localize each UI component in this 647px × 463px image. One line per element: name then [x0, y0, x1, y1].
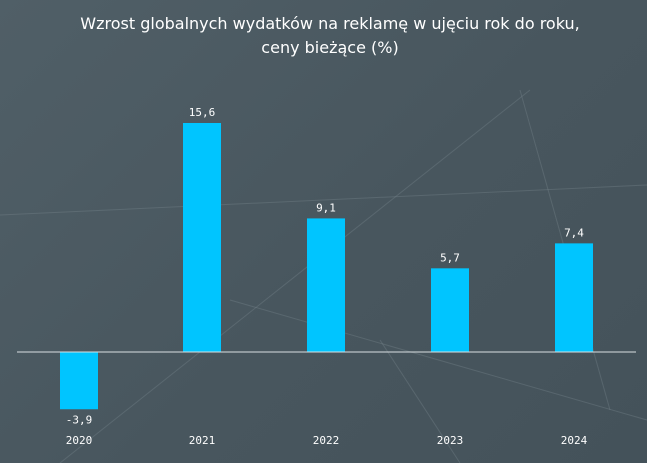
bar-2021	[183, 122, 221, 352]
data-label-2024: 7,4	[564, 226, 584, 239]
bar-2024	[555, 243, 593, 352]
x-tick-label-2020: 2020	[66, 434, 93, 447]
bar-2020	[60, 352, 98, 410]
data-label-2022: 9,1	[316, 201, 336, 214]
bar-2023	[431, 268, 469, 352]
x-tick-label-2024: 2024	[561, 434, 588, 447]
bar-2022	[307, 218, 345, 352]
data-label-2023: 5,7	[440, 251, 460, 264]
labels-layer: -3,9 2020 15,6 2021 9,1 2022 5,7 2023 7,4 2024	[66, 106, 588, 447]
chart-title: Wzrost globalnych wydatków na reklamę w …	[80, 14, 580, 57]
x-tick-label-2022: 2022	[313, 434, 340, 447]
x-tick-label-2023: 2023	[437, 434, 464, 447]
data-label-2020: -3,9	[66, 413, 93, 426]
bars-layer	[60, 122, 593, 410]
data-label-2021: 15,6	[189, 106, 216, 119]
background-decoration	[0, 89, 647, 463]
x-tick-label-2021: 2021	[189, 434, 216, 447]
